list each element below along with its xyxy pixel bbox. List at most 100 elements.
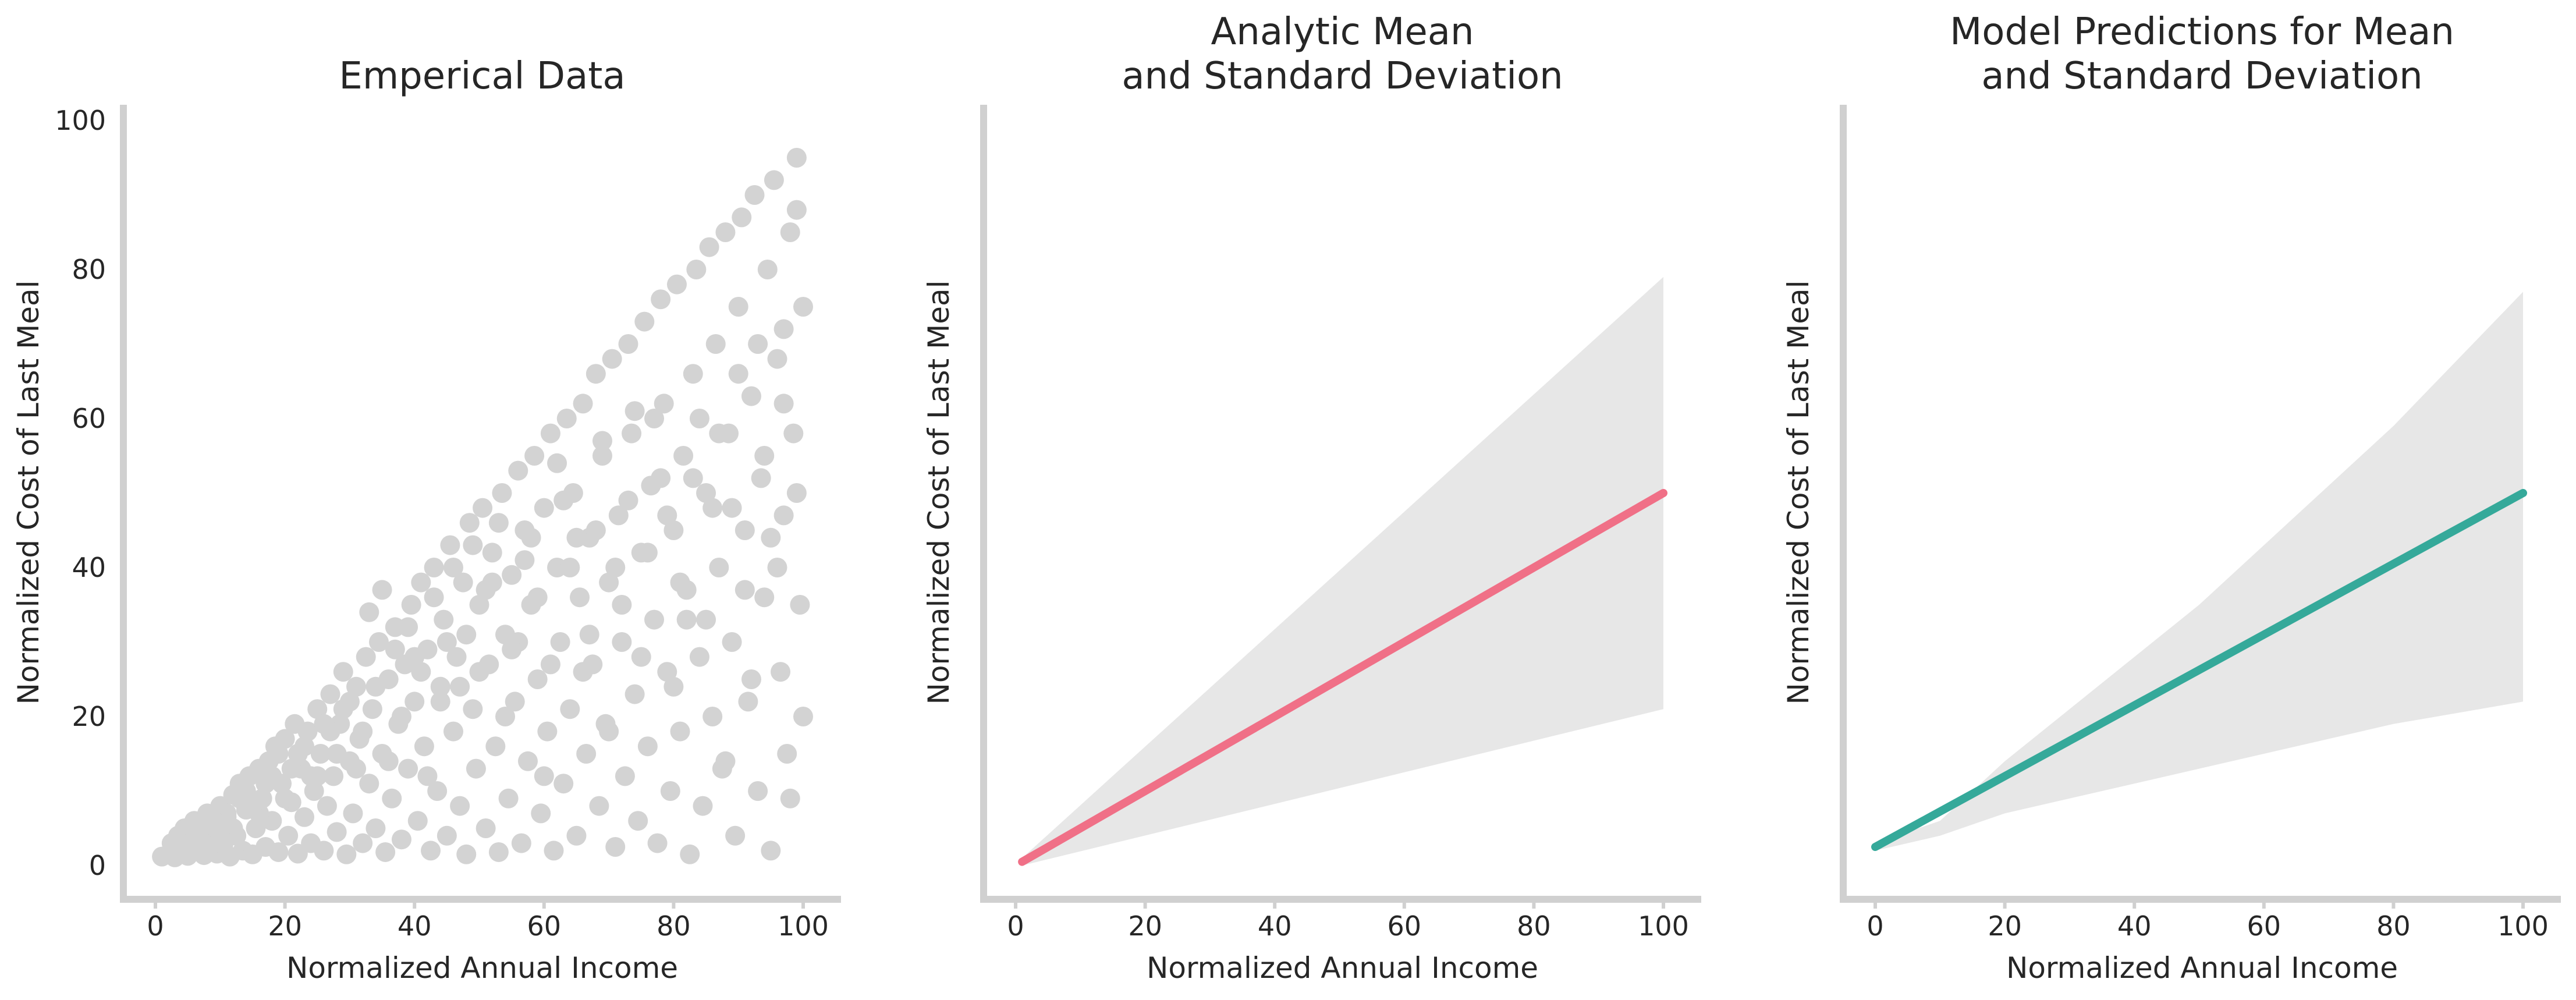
data-point [657, 662, 677, 682]
data-point [443, 558, 463, 577]
data-point [637, 542, 658, 563]
data-point [780, 788, 800, 808]
data-point [456, 844, 477, 864]
data-point [333, 699, 353, 719]
data-point [767, 558, 787, 577]
data-point [741, 386, 761, 406]
data-point [683, 364, 703, 384]
data-point [382, 788, 402, 808]
mean-line [1871, 489, 2527, 851]
x-tick-label: 40 [1258, 910, 1292, 942]
data-point [618, 334, 638, 354]
data-point [767, 349, 787, 369]
data-point [304, 781, 324, 801]
chart-title: Analytic Mean [1211, 10, 1474, 54]
data-point [553, 774, 574, 794]
data-point [790, 595, 810, 615]
data-point [786, 148, 807, 168]
data-point [673, 446, 694, 466]
data-point [278, 825, 299, 846]
data-point [744, 185, 765, 205]
data-point [317, 796, 337, 816]
data-point [366, 676, 386, 697]
x-axis-label: Normalized Annual Income [286, 951, 678, 985]
data-point [171, 833, 191, 853]
x-tick-label: 20 [1988, 910, 2022, 942]
chart-panel-1: Emperical Data 0 20 40 60 80 100 0 20 40 60 80 100 No… [12, 55, 841, 985]
x-tick-label: 60 [1388, 910, 1422, 942]
data-point [414, 736, 434, 757]
data-point [783, 423, 804, 444]
y-axis-label: Normalized Cost of Last Meal [922, 280, 956, 704]
data-point [722, 498, 742, 518]
mean-line [1018, 489, 1667, 866]
data-point [599, 721, 619, 742]
data-point [281, 758, 301, 779]
data-point [314, 841, 334, 861]
data-point [275, 729, 295, 749]
data-point [741, 669, 761, 689]
data-point [446, 647, 467, 667]
data-point [754, 446, 775, 466]
data-point [702, 707, 723, 726]
data-point [757, 260, 778, 279]
data-point [625, 401, 645, 421]
data-point [761, 527, 781, 548]
data-point [401, 595, 421, 615]
data-point [492, 483, 512, 503]
data-point [527, 587, 548, 608]
data-point [527, 669, 548, 689]
data-point [359, 602, 379, 622]
data-point [670, 721, 690, 742]
x-tick-label: 100 [1638, 910, 1689, 942]
data-point [327, 822, 347, 842]
data-point [434, 609, 454, 630]
data-point [346, 676, 367, 697]
data-point [754, 587, 775, 608]
data-point [476, 818, 496, 838]
data-point [307, 766, 328, 786]
data-point [612, 632, 632, 652]
data-point [268, 744, 289, 764]
data-point [517, 751, 538, 771]
data-point [356, 647, 376, 667]
chart-title: and Standard Deviation [1981, 55, 2422, 98]
data-point [440, 535, 460, 555]
data-point [430, 692, 450, 712]
x-tick-label: 20 [268, 910, 302, 942]
data-point [359, 774, 379, 794]
data-point [666, 274, 687, 295]
y-tick-label: 80 [72, 254, 106, 285]
data-point [537, 721, 558, 742]
data-point [589, 796, 609, 816]
data-point [521, 527, 541, 548]
data-point [735, 580, 755, 600]
data-point [725, 825, 746, 846]
data-point [576, 744, 597, 764]
data-point [709, 423, 729, 444]
chart-title: and Standard Deviation [1122, 55, 1563, 98]
data-point [786, 483, 807, 503]
data-point [320, 721, 340, 742]
data-point [592, 431, 612, 451]
data-point [696, 483, 716, 503]
data-point [443, 721, 463, 742]
data-point [592, 446, 612, 466]
data-point [353, 721, 373, 742]
data-point [566, 527, 587, 548]
data-point [405, 647, 425, 667]
data-point [793, 707, 813, 726]
data-point [307, 699, 328, 719]
x-tick-label: 100 [2497, 910, 2549, 942]
data-point [456, 625, 477, 645]
y-axis-label: Normalized Cost of Last Meal [12, 280, 45, 704]
x-tick-label: 60 [2247, 910, 2282, 942]
data-point [556, 409, 577, 428]
x-tick-label: 0 [1007, 910, 1024, 942]
data-point [761, 841, 781, 861]
data-point [476, 580, 496, 600]
data-point [608, 505, 629, 526]
data-point [553, 490, 574, 510]
data-point [722, 632, 742, 652]
data-point [482, 542, 502, 563]
